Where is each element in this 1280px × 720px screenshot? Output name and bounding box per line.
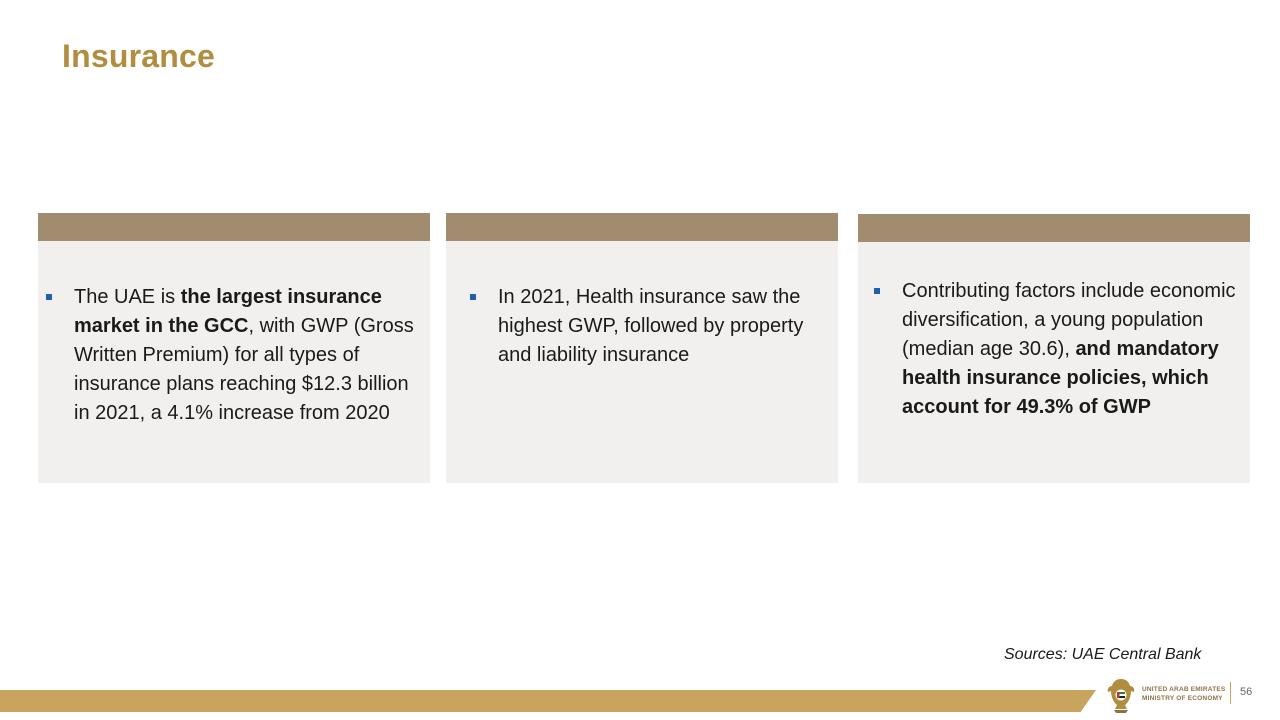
bullet-text: In 2021, Health insurance saw the highes… xyxy=(498,283,832,370)
text-segment: The UAE is xyxy=(74,286,181,308)
square-bullet-icon xyxy=(874,288,880,294)
page-number: 56 xyxy=(1240,686,1253,698)
slide-title: Insurance xyxy=(62,38,215,74)
square-bullet-icon xyxy=(46,294,52,300)
text-segment: , with GWP (Gross Written Premium) for a… xyxy=(74,315,414,424)
info-card-2: In 2021, Health insurance saw the highes… xyxy=(446,213,838,483)
card-header xyxy=(446,213,838,241)
card-body: In 2021, Health insurance saw the highes… xyxy=(470,283,832,370)
footer-divider xyxy=(1230,682,1231,704)
text-segment: In 2021, Health insurance saw the highes… xyxy=(498,286,804,366)
bold-text-segment: and mandatory health insurance policies,… xyxy=(902,338,1219,418)
bold-text-segment: the largest insurance market in the GCC xyxy=(74,286,382,337)
square-bullet-icon xyxy=(470,294,476,300)
card-header xyxy=(858,214,1250,242)
ministry-name: UNITED ARAB EMIRATES MINISTRY OF ECONOMY xyxy=(1142,685,1225,703)
bullet-item: Contributing factors include economic di… xyxy=(874,277,1246,422)
footer-bar xyxy=(0,690,1096,712)
bullet-item: In 2021, Health insurance saw the highes… xyxy=(470,283,832,370)
sources-note: Sources: UAE Central Bank xyxy=(1004,646,1202,663)
ministry-line-1: UNITED ARAB EMIRATES xyxy=(1142,686,1226,693)
bullet-item: The UAE is the largest insurance market … xyxy=(46,283,424,428)
bullet-text: The UAE is the largest insurance market … xyxy=(74,283,424,428)
card-body: The UAE is the largest insurance market … xyxy=(46,283,424,428)
card-body: Contributing factors include economic di… xyxy=(874,277,1246,422)
card-header xyxy=(38,213,430,241)
bullet-text: Contributing factors include economic di… xyxy=(902,277,1246,422)
uae-emblem-icon xyxy=(1107,679,1135,713)
info-card-1: The UAE is the largest insurance market … xyxy=(38,213,430,483)
ministry-line-2: MINISTRY OF ECONOMY xyxy=(1142,695,1223,702)
info-card-3: Contributing factors include economic di… xyxy=(858,214,1250,483)
text-segment: Contributing factors include economic di… xyxy=(902,280,1236,360)
